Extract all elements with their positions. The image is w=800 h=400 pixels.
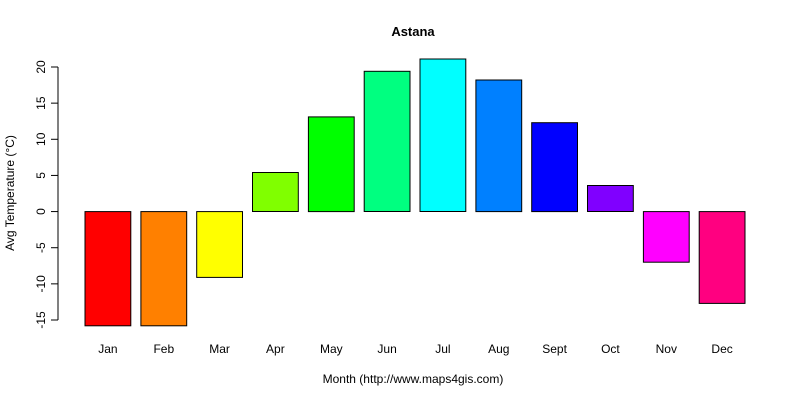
y-tick-label: 20 xyxy=(34,60,48,74)
x-tick-label-jan: Jan xyxy=(98,342,117,356)
x-tick-label-aug: Aug xyxy=(488,342,509,356)
x-tick-label-oct: Oct xyxy=(601,342,620,356)
x-tick-label-feb: Feb xyxy=(153,342,174,356)
bar-jul xyxy=(419,58,467,212)
chart-title: Astana xyxy=(391,24,435,39)
x-tick-label-jul: Jul xyxy=(435,342,450,356)
bars xyxy=(84,58,746,327)
y-tick-label: -15 xyxy=(34,311,48,329)
y-axis: -15 -10 -5 0 5 10 15 20 xyxy=(34,60,59,329)
bar-mar xyxy=(196,211,243,278)
bar-jan xyxy=(84,211,132,327)
bar-may xyxy=(307,116,355,213)
y-tick-label: -5 xyxy=(34,242,48,253)
bar-jun xyxy=(363,70,411,212)
bar-apr xyxy=(252,172,299,212)
bar-dec xyxy=(698,211,746,304)
bar-feb xyxy=(140,211,188,327)
x-tick-label-dec: Dec xyxy=(711,342,732,356)
x-tick-label-may: May xyxy=(320,342,343,356)
bar-aug xyxy=(475,79,523,213)
y-axis-title: Avg Temperature (°C) xyxy=(3,135,17,251)
y-tick-label: 10 xyxy=(34,132,48,146)
x-tick-label-jun: Jun xyxy=(377,342,396,356)
y-tick-label: 0 xyxy=(34,208,48,215)
x-axis-labels: Jan Feb Mar Apr May Jun Jul Aug Sept Oct Nov Dec xyxy=(98,342,733,356)
x-tick-label-apr: Apr xyxy=(266,342,285,356)
y-tick-label: 15 xyxy=(34,96,48,110)
bar-sept xyxy=(531,122,579,213)
x-axis-title: Month (http://www.maps4gis.com) xyxy=(323,372,504,386)
y-tick-label: 5 xyxy=(34,172,48,179)
bar-oct xyxy=(587,185,634,212)
x-tick-label-sept: Sept xyxy=(542,342,567,356)
bar-nov xyxy=(642,211,690,263)
x-tick-label-nov: Nov xyxy=(656,342,677,356)
y-tick-label: -10 xyxy=(34,275,48,293)
x-tick-label-mar: Mar xyxy=(209,342,230,356)
